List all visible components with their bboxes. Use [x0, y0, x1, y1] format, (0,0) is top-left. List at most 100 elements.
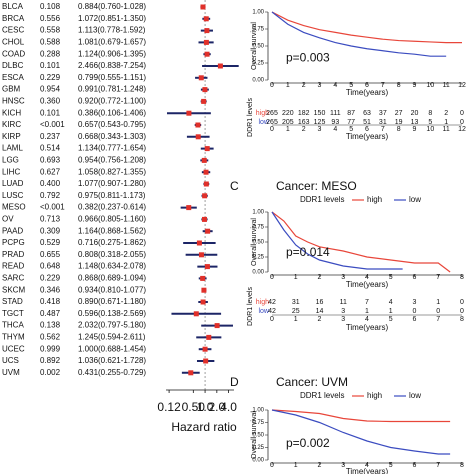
risk-x-label: Time(years) — [346, 323, 389, 332]
x-tick-label: 5 — [349, 82, 353, 89]
risk-count: 0 — [413, 308, 417, 315]
p-value: p=0.014 — [286, 245, 330, 259]
hr-marker — [203, 169, 209, 175]
x-tick-label: 7 — [436, 274, 440, 281]
cancer-label: LGG — [2, 156, 19, 165]
cancer-label: THYM — [2, 333, 25, 342]
cancer-label: GBM — [2, 85, 21, 94]
y-tick-label: 1.00 — [252, 210, 264, 216]
cancer-label: COAD — [2, 49, 25, 58]
risk-count: 13 — [411, 119, 419, 126]
hr-marker — [198, 75, 204, 81]
risk-count: 87 — [347, 110, 355, 117]
x-tick-label: 0.50 — [182, 400, 206, 414]
hr-label: 0.934(0.810-1.077) — [78, 285, 146, 294]
legend-label: high — [367, 195, 382, 204]
cancer-label: ESCA — [2, 73, 24, 82]
p-value: 0.558 — [40, 26, 61, 35]
risk-count: 163 — [298, 119, 310, 126]
hr-label: 1.081(0.679-1.657) — [78, 38, 146, 47]
p-value: 0.101 — [40, 61, 61, 70]
risk-count: 3 — [413, 299, 417, 306]
cancer-label: STAD — [2, 297, 23, 306]
cancer-label: SKCM — [2, 285, 25, 294]
p-value: 0.693 — [40, 156, 61, 165]
p-value: 0.954 — [40, 85, 61, 94]
risk-tick-label: 8 — [460, 316, 464, 323]
y-tick-label: 0.75 — [252, 27, 264, 33]
risk-tick-label: 4 — [365, 316, 369, 323]
risk-count: 0 — [460, 119, 464, 126]
hr-marker — [188, 370, 194, 376]
risk-tick-label: 2 — [318, 316, 322, 323]
risk-count: 27 — [395, 110, 403, 117]
legend-title: DDR1 levels — [300, 195, 344, 204]
x-tick-label: 0 — [270, 274, 274, 281]
hr-marker — [201, 98, 207, 104]
x-tick-label: 8 — [460, 462, 464, 469]
hr-marker — [204, 28, 210, 34]
survival-curve — [271, 11, 447, 57]
x-tick-label: 0.12 — [157, 400, 181, 414]
p-value: 0.588 — [40, 38, 61, 47]
hr-label: 1.113(0.778-1.592) — [78, 26, 146, 35]
hr-marker — [206, 334, 212, 340]
p-value: 0.999 — [40, 344, 61, 353]
risk-count: 2 — [444, 110, 448, 117]
cancer-label: LAML — [2, 144, 23, 153]
cancer-label: CESC — [2, 26, 24, 35]
p-value: 0.514 — [40, 144, 61, 153]
p-value: 0.648 — [40, 262, 61, 271]
p-value: p=0.003 — [286, 50, 330, 64]
cancer-label: READ — [2, 262, 24, 271]
x-tick-label: 3 — [341, 274, 345, 281]
panel-letter: C — [230, 179, 239, 193]
risk-tick-label: 6 — [413, 316, 417, 323]
x-tick-label: 4.0 — [220, 400, 237, 414]
cancer-label: KIRC — [2, 120, 21, 129]
legend-label: low — [409, 195, 421, 204]
risk-count: 3 — [341, 308, 345, 315]
risk-title: DDR1 levels — [247, 287, 254, 326]
hr-label: 1.058(0.827-1.355) — [78, 167, 146, 176]
hr-marker — [204, 264, 210, 270]
x-tick-label: 8 — [460, 274, 464, 281]
hr-label: 0.657(0.543-0.795) — [78, 120, 146, 129]
risk-tick-label: 1 — [286, 126, 290, 133]
hr-marker — [198, 252, 204, 258]
x-tick-label: 2 — [302, 82, 306, 89]
hr-marker — [193, 311, 199, 317]
hr-marker — [196, 240, 202, 246]
risk-tick-label: 2 — [302, 126, 306, 133]
hr-marker — [201, 287, 207, 293]
x-tick-label: 2 — [318, 462, 322, 469]
hr-label: 1.077(0.907-1.280) — [78, 179, 146, 188]
risk-count: 1 — [365, 308, 369, 315]
risk-count: 265 — [266, 110, 278, 117]
risk-count: 0 — [460, 110, 464, 117]
y-tick-label: 0.25 — [252, 255, 264, 261]
risk-count: 125 — [314, 119, 326, 126]
risk-count: 16 — [316, 299, 324, 306]
hr-marker — [186, 205, 192, 211]
risk-tick-label: 1 — [294, 316, 298, 323]
hr-label: 0.668(0.343-1.303) — [78, 132, 146, 141]
p-value: 0.418 — [40, 297, 61, 306]
hr-label: 1.124(0.906-1.395) — [78, 49, 146, 58]
hr-label: 0.716(0.275-1.862) — [78, 238, 146, 247]
cancer-label: LIHC — [2, 167, 20, 176]
hr-label: 0.954(0.756-1.208) — [78, 156, 146, 165]
hr-marker — [200, 4, 206, 10]
risk-tick-label: 3 — [341, 316, 345, 323]
risk-tick-label: 4 — [333, 126, 337, 133]
cancer-label: LUSC — [2, 191, 24, 200]
hr-marker — [201, 216, 207, 222]
hr-label: 1.164(0.868-1.562) — [78, 226, 146, 235]
risk-row-label: low — [258, 119, 269, 126]
x-tick-label: 0 — [270, 462, 274, 469]
hr-label: 0.386(0.106-1.406) — [78, 108, 146, 117]
hr-label: 1.148(0.634-2.078) — [78, 262, 146, 271]
hr-marker — [202, 87, 208, 93]
hr-marker — [186, 110, 192, 116]
cancer-label: PCPG — [2, 238, 25, 247]
